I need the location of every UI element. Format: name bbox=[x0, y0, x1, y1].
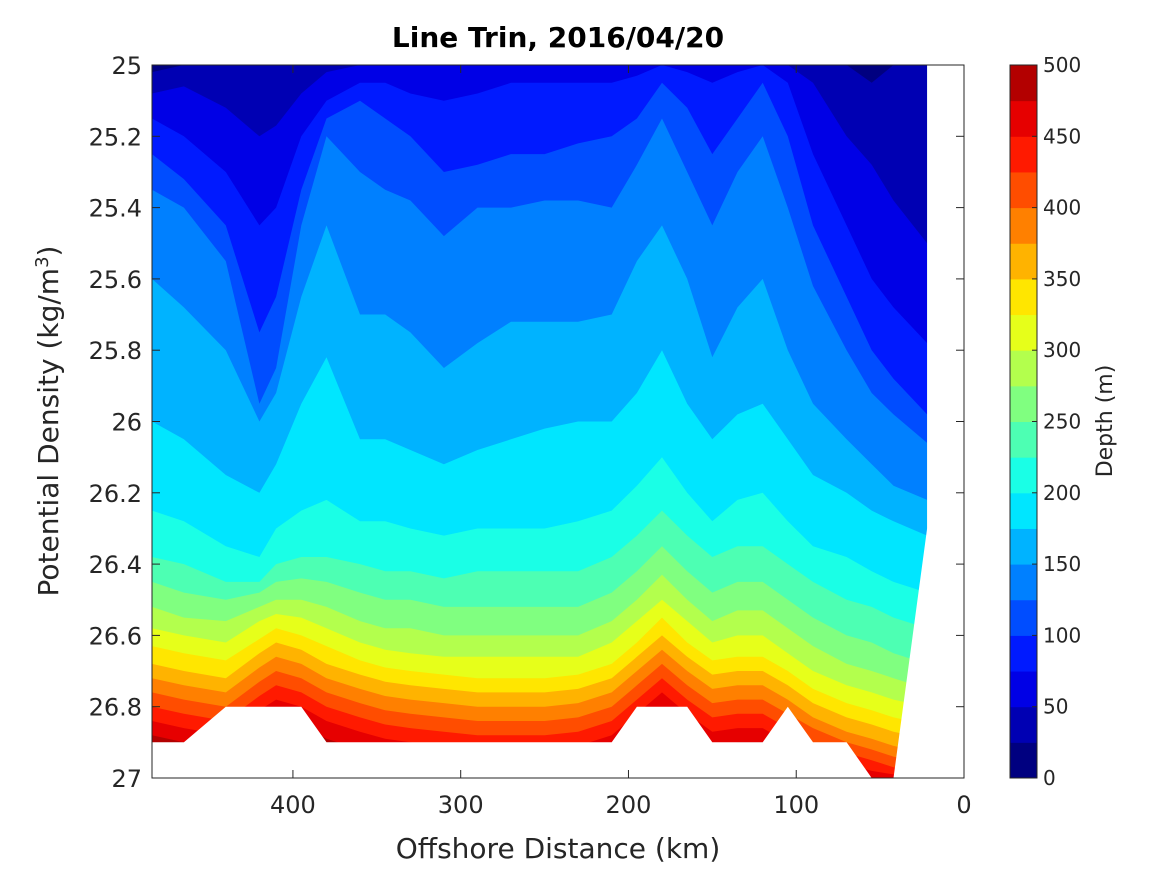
y-tick-label: 26.2 bbox=[89, 480, 142, 508]
y-tick-label: 26 bbox=[111, 409, 142, 437]
colorbar-band bbox=[1010, 492, 1037, 529]
x-axis-ticks: 400 300 200 100 0 bbox=[270, 65, 972, 819]
y-tick-label: 25 bbox=[111, 52, 142, 80]
colorbar: 0 50 100 150 200 250 300 350 400 450 500 bbox=[1009, 53, 1081, 790]
contour-band-50 bbox=[152, 65, 928, 244]
chart-title: Line Trin, 2016/04/20 bbox=[392, 21, 724, 54]
colorbar-tick-label: 350 bbox=[1043, 267, 1081, 291]
colorbar-band bbox=[1010, 706, 1037, 743]
colorbar-tick-label: 50 bbox=[1043, 695, 1068, 719]
nodata-region bbox=[152, 528, 964, 778]
colorbar-band bbox=[1010, 564, 1037, 601]
colorbar-tick-label: 250 bbox=[1043, 410, 1081, 434]
x-tick-label: 200 bbox=[606, 791, 652, 819]
colorbar-band bbox=[1010, 671, 1037, 708]
colorbar-band bbox=[1010, 421, 1037, 458]
y-axis-label: Potential Density (kg/m3) bbox=[32, 246, 66, 597]
colorbar-label: Depth (m) bbox=[1093, 365, 1118, 478]
x-axis-label: Offshore Distance (km) bbox=[396, 832, 721, 865]
y-axis-label-suffix: ) bbox=[32, 246, 65, 257]
x-tick-label: 300 bbox=[438, 791, 484, 819]
colorbar-band bbox=[1010, 136, 1037, 173]
colorbar-band bbox=[1010, 385, 1037, 422]
colorbar-tick-label: 450 bbox=[1043, 124, 1081, 148]
y-axis-label-prefix: Potential Density (kg/m bbox=[32, 268, 65, 597]
x-tick-label: 400 bbox=[270, 791, 316, 819]
y-axis-label-sup: 3 bbox=[32, 256, 53, 267]
colorbar-band bbox=[1010, 599, 1037, 636]
contour-band-125 bbox=[152, 65, 928, 443]
colorbar-band bbox=[1010, 100, 1037, 137]
x-tick-label: 0 bbox=[956, 791, 971, 819]
colorbar-band bbox=[1010, 278, 1037, 316]
y-tick-label: 26.6 bbox=[89, 622, 142, 650]
contour-band-25 bbox=[152, 65, 928, 83]
y-axis-ticks: 25 25.2 25.4 25.6 25.8 26 26.2 26.4 26.6 26.8 27 bbox=[89, 52, 964, 793]
colorbar-tick-label: 500 bbox=[1043, 53, 1081, 77]
colorbar-tick-label: 150 bbox=[1043, 552, 1081, 576]
colorbar-band bbox=[1010, 171, 1037, 209]
colorbar-band bbox=[1010, 207, 1037, 244]
y-tick-label: 25.4 bbox=[89, 195, 142, 223]
y-tick-label: 25.8 bbox=[89, 337, 142, 365]
y-tick-label: 26.8 bbox=[89, 694, 142, 722]
colorbar-tick-label: 200 bbox=[1043, 481, 1081, 505]
x-tick-label: 100 bbox=[773, 791, 819, 819]
colorbar-band bbox=[1010, 635, 1037, 672]
colorbar-band bbox=[1010, 528, 1037, 565]
colorbar-band bbox=[1010, 243, 1037, 280]
colorbar-band bbox=[1010, 314, 1037, 351]
y-tick-label: 27 bbox=[111, 765, 142, 793]
colorbar-tick-label: 100 bbox=[1043, 623, 1081, 647]
y-tick-label: 25.6 bbox=[89, 266, 142, 294]
colorbar-tick-label: 400 bbox=[1043, 196, 1081, 220]
colorbar-tick-label: 300 bbox=[1043, 338, 1081, 362]
contour-bands bbox=[152, 65, 964, 778]
y-tick-label: 26.4 bbox=[89, 551, 142, 579]
colorbar-band bbox=[1010, 350, 1037, 387]
colorbar-tick-label: 0 bbox=[1043, 766, 1056, 790]
y-tick-label: 25.2 bbox=[89, 123, 142, 151]
colorbar-band bbox=[1010, 457, 1037, 494]
colorbar-band bbox=[1010, 65, 1037, 102]
colorbar-band bbox=[1010, 742, 1037, 779]
